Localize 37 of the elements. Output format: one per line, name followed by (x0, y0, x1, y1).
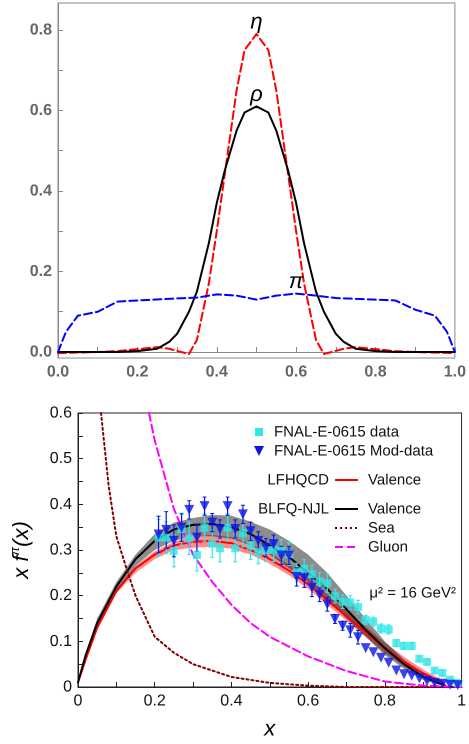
x-tick-label: 1 (457, 692, 466, 710)
x-tick-label: 0.2 (126, 364, 149, 380)
y-tick-label: 0.4 (50, 496, 72, 513)
series-label: π (288, 268, 305, 294)
y-tick-label: 0.1 (50, 632, 72, 650)
annotation: BLFQ-NJL (258, 500, 329, 518)
legend-label: Gluon (368, 538, 408, 556)
annotation: LFHQCD (267, 472, 330, 488)
x-tick-label: 0.6 (297, 692, 320, 710)
x-tick-label: 0.6 (285, 364, 308, 380)
y-tick-label: 0.4 (30, 182, 52, 200)
x-tick-label: 0.2 (144, 692, 166, 710)
y-axis-title: x fπ(x) (7, 521, 33, 580)
x-tick-label: 0 (74, 692, 83, 710)
legend-label: FNAL-E-0615 data (274, 424, 400, 440)
annotation: μ² = 16 GeV² (369, 584, 456, 602)
legend-label: FNAL-E-0615 Mod-data (274, 442, 434, 460)
y-tick-label: 0 (63, 678, 72, 696)
y-tick-label: 0.5 (50, 450, 72, 468)
legend-label: Valence (368, 472, 422, 488)
x-tick-label: 0.4 (220, 692, 243, 710)
x-axis-title: x (263, 716, 276, 740)
y-tick-label: 0.6 (50, 404, 72, 422)
y-tick-label: 0.3 (50, 542, 72, 558)
y-tick-label: 0.2 (30, 262, 52, 280)
x-tick-label: 1.0 (444, 364, 466, 380)
y-tick-label: 0.6 (30, 102, 52, 119)
y-tick-label: 0.0 (30, 343, 52, 360)
x-tick-label: 0.4 (206, 364, 228, 380)
x-tick-label: 0.8 (374, 692, 396, 710)
series-label: η (250, 8, 263, 34)
y-tick-label: 0.8 (30, 21, 52, 38)
legend-label: Sea (368, 520, 396, 536)
legend-label: Valence (368, 500, 422, 518)
series-label: ρ (249, 80, 263, 106)
y-tick-label: 0.2 (50, 587, 72, 604)
x-tick-label: 0.8 (364, 364, 387, 380)
